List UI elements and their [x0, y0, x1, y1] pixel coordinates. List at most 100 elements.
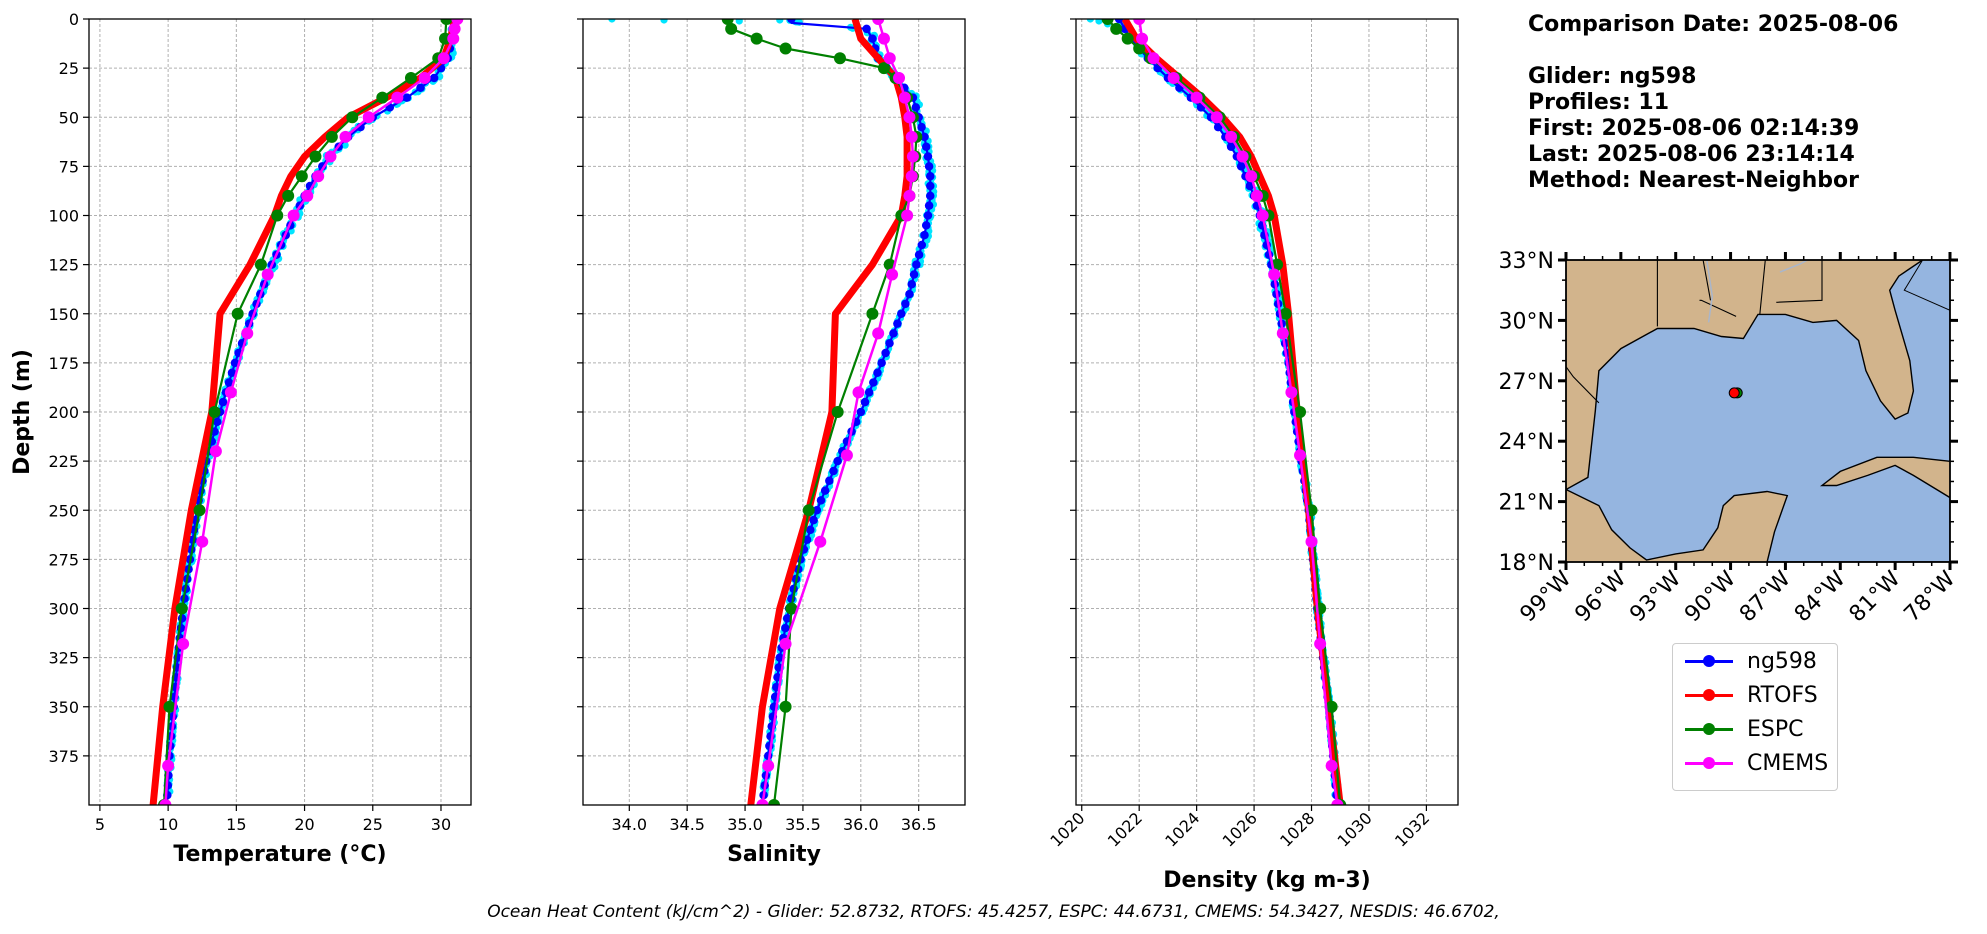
cmems-profile-marker [312, 170, 325, 183]
first-profile-time: First: 2025-08-06 02:14:39 [1528, 116, 1860, 141]
y-tick-label: 50 [59, 108, 79, 127]
legend-label-espc: ESPC [1747, 716, 1804, 742]
ng598-profile-marker [218, 397, 228, 407]
cmems-profile-marker [162, 759, 175, 772]
cmems-profile-marker [339, 130, 352, 143]
ng598-profile-marker [926, 171, 935, 181]
legend-swatch-espc [1685, 712, 1737, 746]
ng598-profile-marker [881, 348, 890, 358]
ng598-profile-marker [1213, 122, 1223, 132]
panel-salinity: 34.0 34.5 35.0 35.5 36.0 36.5 Salinity [577, 18, 966, 867]
espc-profile-marker [750, 32, 763, 45]
ng598-profile-marker [775, 653, 785, 662]
cmems-profile-marker [1276, 327, 1289, 340]
cmems-profile-marker [1245, 170, 1258, 183]
ng598-profile-marker [787, 19, 796, 24]
espc-profile-marker [1133, 42, 1146, 55]
ng598-profile-marker [833, 456, 842, 466]
cmems-profile-marker [903, 111, 916, 124]
y-tick-label: 125 [48, 256, 79, 275]
legend-swatch-cmems [1685, 746, 1737, 780]
espc-profile-marker [193, 504, 206, 517]
ng598-profile-marker [829, 466, 838, 476]
espc-profile-marker [231, 307, 244, 320]
x-tick-label: 35.0 [727, 815, 763, 834]
ng598-profile-marker [416, 83, 425, 93]
map-content [1566, 260, 1950, 562]
cmems-profile-marker [1136, 32, 1149, 45]
y-tick-label: 225 [48, 452, 79, 471]
legend-entry-rtofs: RTOFS [1673, 678, 1837, 712]
cmems-profile-marker [1210, 111, 1223, 124]
cmems-profile-marker [177, 637, 190, 650]
espc-profile-marker [271, 209, 284, 222]
ng598-profile-marker [1236, 162, 1246, 171]
espc-profile-marker [866, 307, 879, 320]
espc-profile-marker [1294, 406, 1307, 418]
x-tick-label: 1032 [1391, 808, 1433, 850]
y-tick-label: 325 [48, 649, 79, 668]
espc-profile-marker [282, 189, 295, 202]
ng598-profile-marker [429, 73, 439, 83]
ng598-profile-marker [924, 162, 934, 171]
cmems-profile-marker [1331, 799, 1344, 805]
x-tick-label: 34.0 [611, 815, 647, 834]
legend-entry-ng598: ng598 [1673, 644, 1837, 678]
ng598-profile-marker [909, 270, 919, 279]
espc-profile-marker [346, 111, 359, 124]
ocean-heat-content-caption: Ocean Heat Content (kJ/cm^2) - Glider: 5… [487, 902, 1500, 922]
map-lon-label: 81°W [1845, 566, 1906, 627]
ng598-profile-marker [920, 230, 929, 240]
cmems-profile-marker [287, 209, 300, 222]
legend-entry-cmems: CMEMS [1673, 746, 1837, 780]
ng598-profile-marker [1226, 142, 1236, 151]
cmems-profile-marker [1294, 449, 1307, 462]
cmems-profile-marker [1314, 637, 1327, 650]
cmems-profile-marker [159, 799, 172, 805]
y-tick-label: 75 [59, 157, 79, 176]
cmems-profile-marker [1147, 52, 1160, 65]
espc-profile-marker [163, 700, 176, 713]
ng598-surface-scatter-point [1086, 19, 1094, 23]
cmems-profile-marker [906, 150, 919, 163]
cmems-profile-marker [1167, 71, 1180, 84]
x-axis-label: Density (kg m-3) [1163, 868, 1371, 893]
espc-profile-marker [208, 406, 221, 418]
ng598-profile-marker [782, 614, 792, 623]
cmems-profile-marker [1268, 268, 1281, 281]
map-lon-label: 78°W [1900, 566, 1961, 627]
ng598-surface-scatter-point [608, 19, 616, 23]
espc-profile-marker [254, 258, 267, 271]
map-frame [1565, 259, 1951, 563]
cmems-profile-marker [905, 170, 918, 183]
espc-profile-marker [1110, 22, 1123, 35]
x-tick-label: 30 [431, 815, 451, 834]
ng598-profile-marker [914, 250, 924, 260]
ng598-profile-marker [860, 397, 870, 407]
legend-entry-espc: ESPC [1673, 712, 1837, 746]
ng598-profile-marker [889, 329, 898, 338]
ng598-profile-marker [869, 378, 878, 387]
ng598-profile-marker [921, 142, 931, 151]
espc-profile-marker [295, 170, 308, 183]
espc-profile-marker [785, 602, 798, 615]
cmems-profile-marker [779, 637, 792, 650]
cmems-profile-marker [852, 386, 865, 399]
ng598-surface-scatter-point [1095, 19, 1103, 25]
ng598-profile-marker [907, 280, 917, 289]
espc-profile-marker [802, 504, 815, 517]
x-tick-label: 1028 [1276, 808, 1318, 850]
ng598-profile-marker [864, 388, 874, 397]
cmems-profile-marker [448, 22, 461, 35]
map-lon-label: 96°W [1570, 566, 1631, 627]
cmems-profile-marker [209, 445, 222, 458]
map-lon-label: 87°W [1735, 566, 1796, 627]
cmems-profile-marker [362, 111, 375, 124]
cmems-profile-marker [901, 209, 914, 222]
y-tick-label: 150 [48, 305, 79, 324]
ng598-profile-marker [809, 515, 818, 525]
cmems-profile-marker [872, 19, 885, 25]
x-axis-label: Salinity [727, 842, 821, 867]
ng598-profile-marker [868, 34, 877, 43]
y-tick-label: 375 [48, 747, 79, 766]
